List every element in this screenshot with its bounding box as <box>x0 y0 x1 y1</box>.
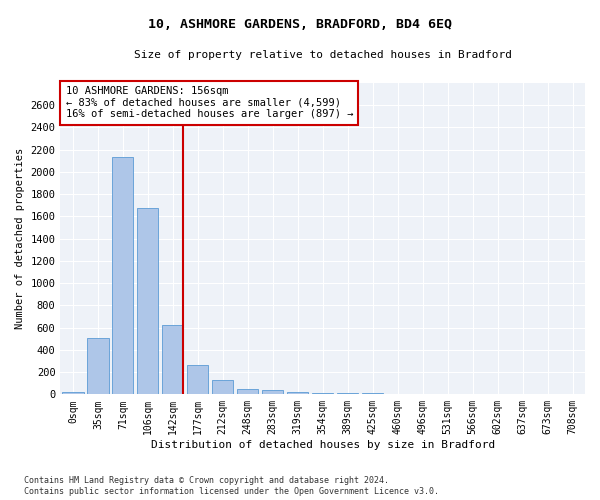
Bar <box>237 389 259 394</box>
Text: Contains HM Land Registry data © Crown copyright and database right 2024.: Contains HM Land Registry data © Crown c… <box>24 476 389 485</box>
Bar <box>62 392 83 394</box>
Y-axis label: Number of detached properties: Number of detached properties <box>15 148 25 330</box>
Bar <box>87 338 109 394</box>
Bar <box>287 392 308 394</box>
Title: Size of property relative to detached houses in Bradford: Size of property relative to detached ho… <box>134 50 512 60</box>
Text: Contains public sector information licensed under the Open Government Licence v3: Contains public sector information licen… <box>24 488 439 496</box>
Bar <box>262 390 283 394</box>
Bar <box>187 366 208 394</box>
Text: 10, ASHMORE GARDENS, BRADFORD, BD4 6EQ: 10, ASHMORE GARDENS, BRADFORD, BD4 6EQ <box>148 18 452 30</box>
Bar <box>212 380 233 394</box>
Text: 10 ASHMORE GARDENS: 156sqm
← 83% of detached houses are smaller (4,599)
16% of s: 10 ASHMORE GARDENS: 156sqm ← 83% of deta… <box>65 86 353 120</box>
Bar <box>162 326 184 394</box>
X-axis label: Distribution of detached houses by size in Bradford: Distribution of detached houses by size … <box>151 440 495 450</box>
Bar <box>312 392 334 394</box>
Bar <box>137 208 158 394</box>
Bar <box>112 158 133 394</box>
